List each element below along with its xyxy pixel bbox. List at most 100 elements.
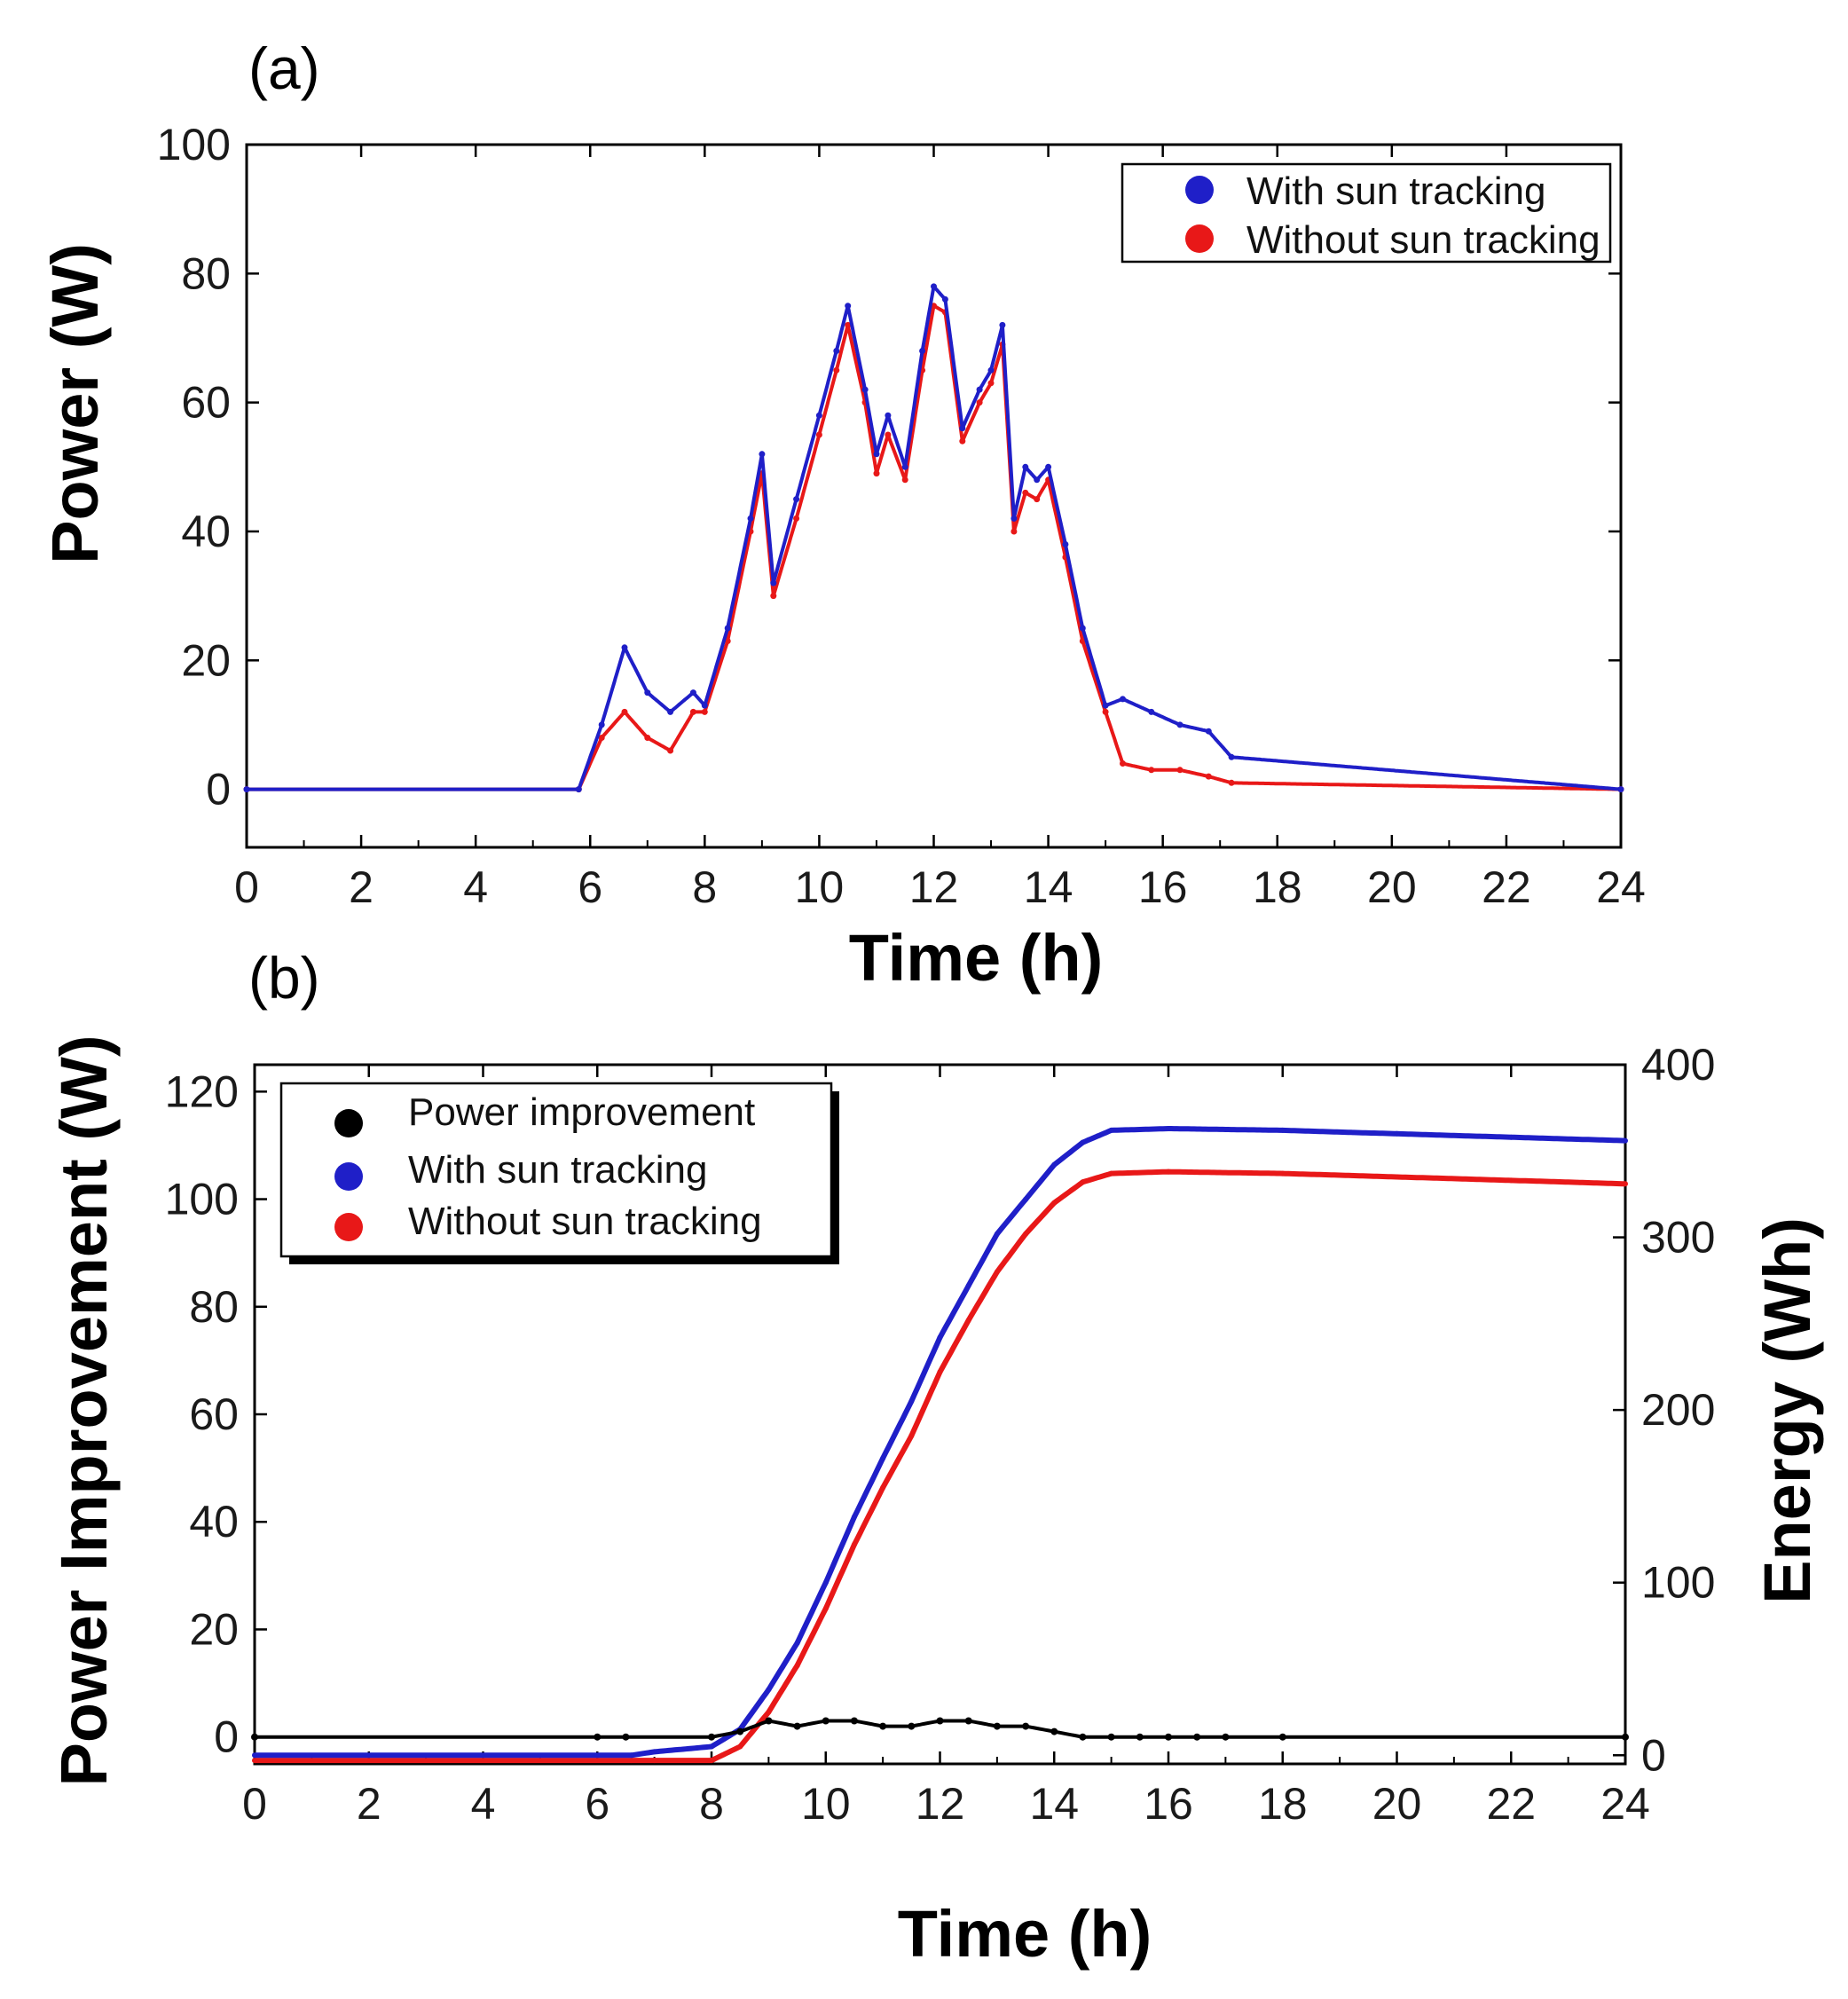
panel-b-y-tick-label: 0 [214,1712,239,1762]
panel-a-data-point [901,463,908,470]
panel-b-data-point [651,1758,657,1764]
panel-a-data-point [976,386,983,393]
panel-b-data-point [1023,1196,1029,1202]
panel-a-data-point [724,625,731,632]
panel-b-legend-marker-without [334,1213,363,1241]
panel-a-data-point [861,386,869,393]
panel-b-y2-axis-title: Energy (Wh) [1750,1217,1824,1604]
panel-a-data-point [1045,463,1052,470]
panel-a-data-point [1617,786,1624,793]
panel-b-x-tick-label: 16 [1144,1779,1193,1829]
panel-b-data-point [937,1334,943,1341]
panel-a-data-point [931,283,937,290]
panel-a-x-tick-label: 2 [349,862,374,912]
panel-a-x-tick-label: 24 [1596,862,1646,912]
panel-b-y-tick-label: 80 [189,1282,239,1332]
panel-b-data-point [594,1733,602,1741]
panel-b-data-point [1051,1200,1058,1206]
panel-a-series [243,283,1624,793]
panel-b-data-point [622,1733,630,1741]
panel-b-data-point [1051,1161,1058,1168]
panel-a-data-point [1062,541,1069,547]
panel-a-data-point [1120,696,1126,703]
panel-b-x-tick-label: 12 [916,1779,965,1829]
panel-b-label: (b) [248,945,320,1011]
panel-a-data-point [833,366,840,374]
panel-a-data-point [885,412,892,419]
panel-a-data-point [959,437,966,445]
panel-a-data-point [1205,773,1212,780]
panel-b-legend-box [279,1082,833,1258]
panel-b-data-point [708,1733,715,1741]
panel-b-x-tick-label: 6 [585,1779,609,1829]
panel-b-legend: Power improvement With sun tracking With… [279,1082,839,1264]
panel-b-x-tick-label: 0 [242,1779,267,1829]
panel-a-data-point [873,470,880,477]
panel-a-data-point [1022,489,1029,496]
panel-b-data-point [1394,1130,1400,1137]
panel-a-data-point [689,689,696,697]
panel-a-data-point [1011,528,1018,535]
panel-b-legend-label-with: With sun tracking [408,1148,707,1192]
panel-b-data-point [822,1605,829,1611]
panel-a-data-point [941,295,948,303]
panel-a-x-tick-label: 12 [909,862,959,912]
panel-a-data-point [1176,721,1184,728]
panel-a-x-axis-title: Time (h) [849,921,1103,995]
panel-b-data-point [1394,1174,1400,1180]
panel-b-y-tick-label: 120 [165,1066,239,1116]
panel-b-y-tick-label: 100 [165,1175,239,1224]
panel-a-x-tick-label: 6 [578,862,602,912]
panel-a-data-point [1148,708,1155,715]
panel-b-data-point [1080,1139,1086,1145]
panel-b-data-point [822,1717,830,1725]
panel-a-data-point [815,412,822,419]
panel-a-series-without-sun-tracking [243,303,1624,793]
panel-a-y-tick-label: 80 [181,248,231,298]
panel-a-data-point [1102,702,1109,709]
panel-a-data-point [873,451,880,458]
panel-b-data-point [1166,1169,1171,1175]
panel-a-data-point [644,689,651,697]
panel-b-data-point [964,1717,972,1725]
panel-b-data-point [994,1269,1000,1275]
panel-a-data-point [689,708,696,715]
panel-b-data-point [822,1579,829,1586]
panel-a-data-point [701,708,708,715]
panel-b-data-point [1222,1733,1230,1741]
panel-a-data-point [621,708,628,715]
panel-a-data-point [1120,760,1126,767]
panel-b-data-point [851,1514,857,1520]
panel-b-x-tick-label: 14 [1029,1779,1079,1829]
panel-a-data-point [793,515,800,522]
panel-b-legend-label-without: Without sun tracking [408,1200,762,1243]
panel-b-x-tick-label: 4 [471,1779,496,1829]
panel-b-ticks: 0 2 4 6 8 10 12 14 16 18 20 22 240204060801001200100… [165,1040,1716,1829]
panel-a-data-point [901,476,908,484]
panel-a-x-tick-label: 14 [1024,862,1073,912]
panel-b-data-point [1050,1727,1058,1735]
panel-b-data-point [794,1640,800,1646]
panel-b-x-tick-label: 24 [1600,1779,1650,1829]
panel-b-y2-tick-label: 300 [1641,1213,1715,1263]
panel-a-data-point [885,431,892,438]
panel-a-data-point [999,321,1006,328]
panel-b-y-tick-label: 20 [189,1604,239,1654]
panel-a-data-point [833,348,840,354]
panel-b-data-point [1166,1126,1171,1131]
panel-a-x-tick-label: 20 [1367,862,1417,912]
panel-b-data-point [1508,1134,1514,1140]
panel-a-data-point [987,366,995,374]
panel-a-series-trace [246,284,1622,791]
panel-a-data-point [1034,496,1041,503]
panel-b-data-point [1022,1722,1030,1730]
panel-a-data-point [1228,779,1235,786]
panel-b-data-point [1193,1733,1201,1741]
panel-b-data-point [993,1722,1001,1730]
panel-b-data-point [936,1717,944,1725]
panel-a-data-point [1011,515,1018,522]
panel-a-series-with-sun-tracking [243,283,1624,793]
panel-b-data-point [1136,1733,1144,1741]
panel-b-x-tick-label: 10 [801,1779,851,1829]
